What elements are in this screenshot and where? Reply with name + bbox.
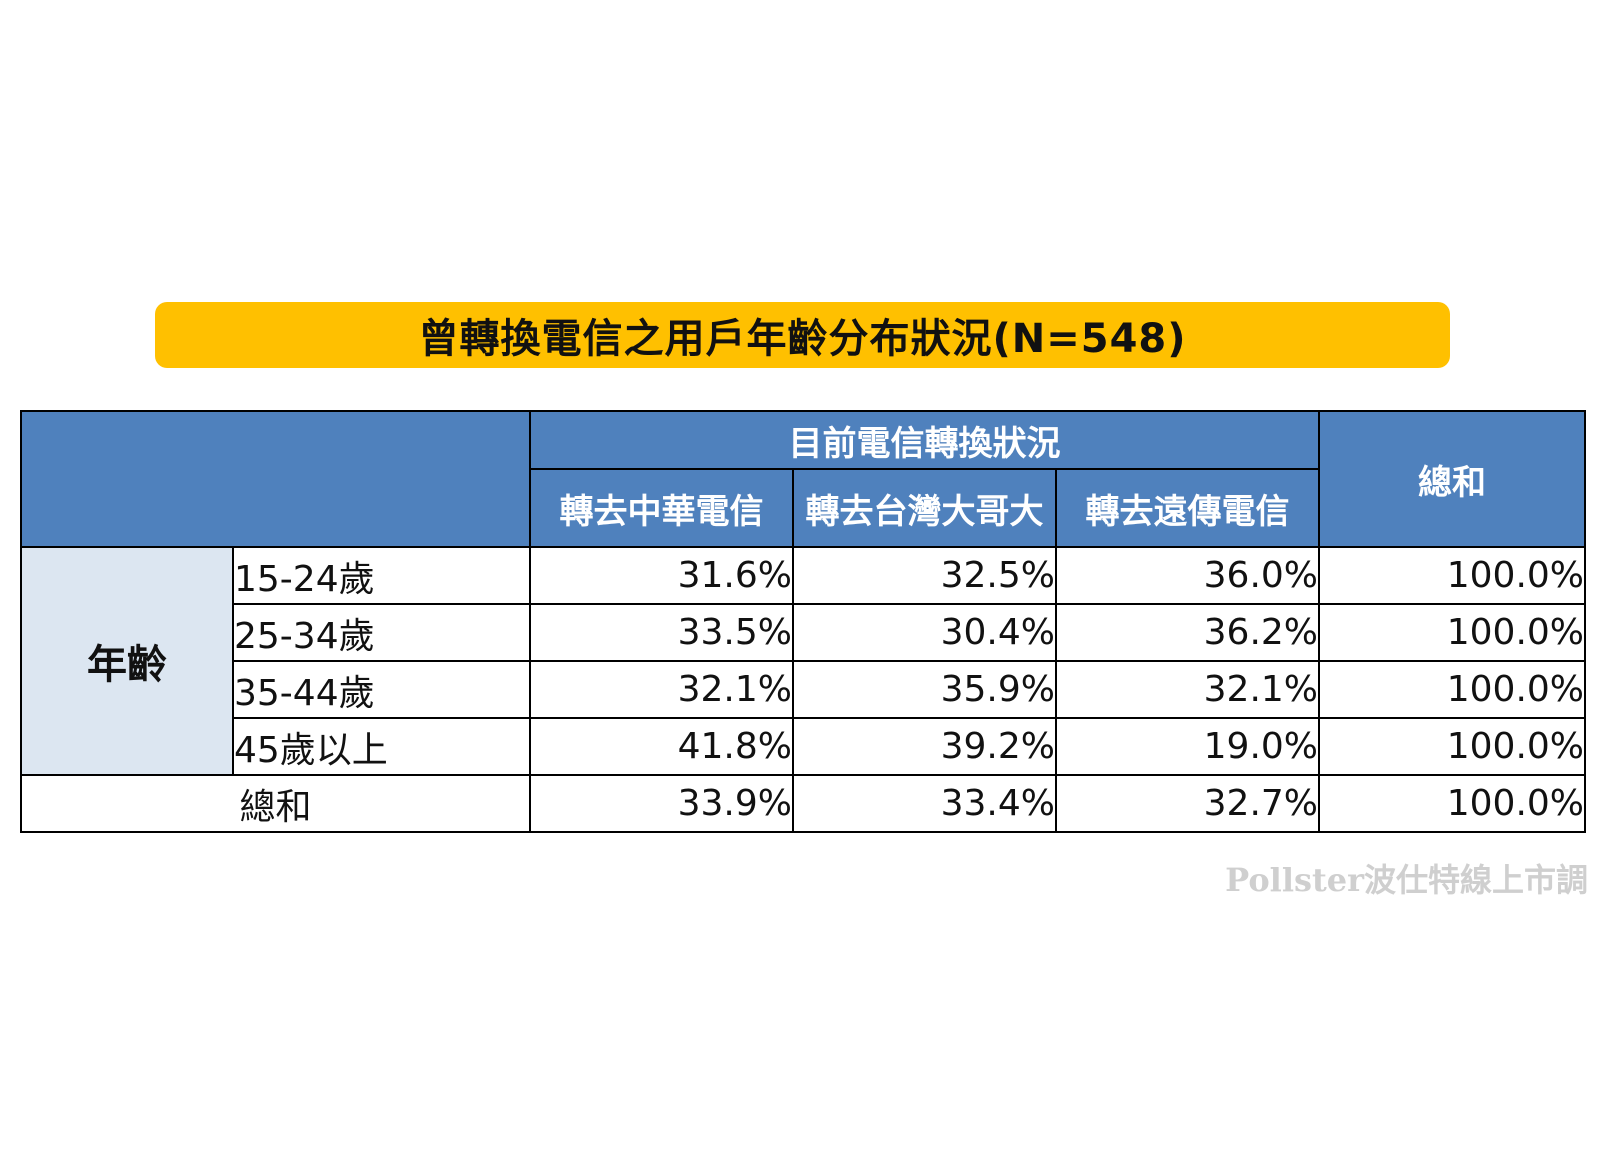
value-cell: 33.4%: [792, 774, 1057, 833]
column-header-total: 總和: [1318, 410, 1587, 548]
title-banner: 曾轉換電信之用戶年齡分布狀況(N=548): [155, 302, 1450, 368]
data-table: 目前電信轉換狀況 總和 轉去中華電信 轉去台灣大哥大 轉去遠傳電信 年齡 15-…: [20, 410, 1587, 833]
value-cell: 33.9%: [529, 774, 794, 833]
value-cell: 100.0%: [1318, 717, 1587, 776]
value-cell: 36.0%: [1054, 546, 1321, 605]
value-cell: 36.2%: [1054, 603, 1321, 662]
watermark: Pollster波仕特線上市調: [1225, 861, 1588, 899]
value-cell: 100.0%: [1318, 660, 1587, 719]
table-row: 25-34歲 33.5% 30.4% 36.2% 100.0%: [21, 603, 1587, 662]
group-header: 目前電信轉換狀況: [528, 410, 1321, 470]
row-label: 35-44歲: [232, 660, 531, 719]
value-cell: 32.7%: [1054, 774, 1321, 833]
value-cell: 100.0%: [1318, 546, 1587, 605]
value-cell: 100.0%: [1318, 603, 1587, 662]
table-row: 年齡 15-24歲 31.6% 32.5% 36.0% 100.0%: [20, 546, 1587, 776]
value-cell: 35.9%: [792, 660, 1057, 719]
value-cell: 39.2%: [792, 717, 1057, 776]
column-header-fet: 轉去遠傳電信: [1054, 468, 1321, 548]
value-cell: 32.1%: [529, 660, 794, 719]
corner-header-cell: [20, 410, 531, 548]
table-row: 35-44歲 32.1% 35.9% 32.1% 100.0%: [21, 660, 1587, 719]
chart-title: 曾轉換電信之用戶年齡分布狀況(N=548): [418, 316, 1187, 362]
total-row: 總和 33.9% 33.4% 32.7% 100.0%: [20, 774, 1587, 833]
value-cell: 33.5%: [529, 603, 794, 662]
column-header-cht: 轉去中華電信: [529, 468, 794, 548]
value-cell: 31.6%: [529, 546, 794, 605]
value-cell: 19.0%: [1054, 717, 1321, 776]
value-cell: 32.5%: [792, 546, 1057, 605]
row-label: 25-34歲: [232, 603, 531, 662]
column-header-twm: 轉去台灣大哥大: [792, 468, 1057, 548]
age-group-label: 年齡: [20, 546, 234, 776]
value-cell: 30.4%: [792, 603, 1057, 662]
value-cell: 100.0%: [1318, 774, 1587, 833]
table-row: 45歲以上 41.8% 39.2% 19.0% 100.0%: [21, 717, 1587, 776]
row-label: 45歲以上: [232, 717, 531, 776]
value-cell: 41.8%: [529, 717, 794, 776]
value-cell: 32.1%: [1054, 660, 1321, 719]
row-label: 15-24歲: [232, 546, 531, 605]
total-row-label: 總和: [20, 774, 531, 833]
